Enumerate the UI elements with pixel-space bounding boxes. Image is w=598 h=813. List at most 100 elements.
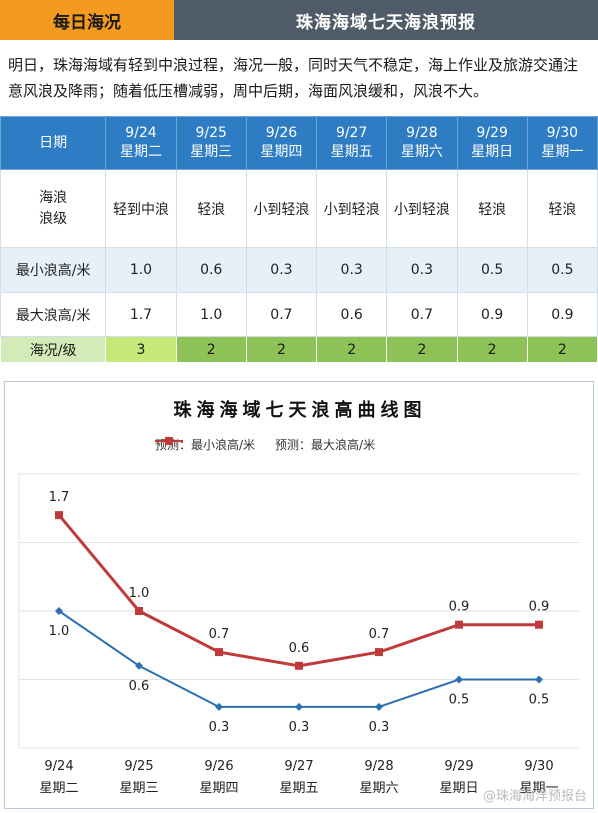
- x-tick-sublabel: 星期四: [199, 781, 238, 796]
- min-height-cell: 0.3: [245, 247, 318, 293]
- weekday-label: 星期日: [471, 144, 514, 160]
- date-label: 9/29: [476, 125, 508, 141]
- sea-state-cell: 2: [175, 336, 247, 363]
- x-tick-sublabel: 星期一: [519, 781, 558, 796]
- chart-legend: 预测：最小浪高/米 预测：最大浪高/米: [155, 436, 375, 453]
- date-cell: 9/24 星期二: [105, 116, 177, 170]
- date-cell: 9/27 星期五: [316, 116, 388, 170]
- sea-state-cell: 2: [316, 336, 388, 363]
- max-height-cell: 1.7: [105, 292, 177, 337]
- date-cell: 9/25 星期三: [175, 116, 247, 170]
- chart-plot-area: 1.0 0.6 0.3 0.3 0.3 0.5 0.5 1.7 1.0 0.7 0.6 0.7 0.9 0…: [18, 473, 579, 796]
- date-cell: 9/26 星期四: [245, 116, 318, 170]
- min-height-row: 最小浪高/米 1.0 0.6 0.3 0.3 0.3 0.5 0.5: [0, 247, 598, 293]
- x-tick-sublabel: 星期三: [119, 781, 158, 796]
- sea-state-cell: 3: [105, 336, 177, 363]
- date-label: 9/26: [265, 125, 298, 141]
- date-label: 9/30: [546, 125, 579, 141]
- max-height-point: [55, 511, 63, 520]
- max-value-label: 1.7: [49, 490, 70, 505]
- wave-level-cell: 小到轻浪: [316, 169, 388, 248]
- max-height-cell: 0.7: [386, 292, 458, 337]
- max-height-point: [135, 607, 143, 615]
- wave-level-cell: 轻浪: [526, 169, 598, 248]
- sea-state-cell: 2: [456, 336, 528, 363]
- wave-level-label: 海浪 浪级: [0, 169, 107, 248]
- min-height-cell: 0.3: [316, 247, 388, 293]
- date-cell: 9/29 星期日: [456, 116, 528, 170]
- weekday-label: 星期一: [541, 144, 584, 160]
- sea-state-cell: 2: [245, 336, 318, 363]
- wave-level-row: 海浪 浪级 轻到中浪 轻浪 小到轻浪 小到轻浪 小到轻浪 轻浪 轻浪: [0, 169, 598, 248]
- x-tick-label: 9/28: [364, 759, 393, 774]
- weekday-label: 星期三: [190, 144, 233, 160]
- header-bar: 每日海况 珠海海域七天海浪预报: [0, 0, 598, 40]
- x-tick-label: 9/29: [444, 759, 473, 774]
- legend-label: 预测：最大浪高/米: [275, 438, 376, 452]
- max-value-label: 0.7: [369, 627, 390, 642]
- sea-state-label: 海况/级: [0, 336, 107, 363]
- max-height-point: [535, 620, 543, 629]
- min-height-cell: 0.5: [526, 247, 598, 293]
- min-value-label: 0.3: [369, 720, 390, 735]
- min-height-point: [135, 661, 143, 670]
- max-value-label: 0.9: [529, 600, 550, 615]
- x-tick-label: 9/24: [44, 759, 73, 774]
- min-value-label: 1.0: [49, 624, 70, 639]
- max-height-point: [375, 648, 383, 657]
- min-height-cell: 0.3: [386, 247, 458, 293]
- min-value-label: 0.5: [449, 693, 470, 708]
- legend-item: 预测：最大浪高/米: [155, 436, 376, 453]
- sea-state-row: 海况/级 3 2 2 2 2 2 2: [0, 336, 598, 363]
- x-tick-sublabel: 星期二: [39, 781, 78, 796]
- x-tick-label: 9/25: [124, 759, 153, 774]
- date-label: 9/24: [125, 125, 157, 141]
- x-tick-label: 9/30: [524, 759, 553, 774]
- min-height-point: [55, 607, 63, 615]
- sea-state-cell: 2: [386, 336, 458, 363]
- min-height-point: [535, 675, 543, 684]
- max-value-label: 0.7: [209, 627, 230, 642]
- wave-level-cell: 小到轻浪: [386, 169, 458, 248]
- max-height-row: 最大浪高/米 1.7 1.0 0.7 0.6 0.7 0.9 0.9: [0, 292, 598, 337]
- min-value-label: 0.3: [209, 720, 230, 735]
- x-tick-sublabel: 星期五: [279, 781, 318, 796]
- table-header-row: 日期 9/24 星期二 9/25 星期三 9/26 星期四 9/27 星期五 9/28 星期六 9/2…: [0, 116, 598, 170]
- x-tick-sublabel: 星期六: [359, 781, 398, 796]
- legend-square-icon: [155, 437, 183, 445]
- wave-height-chart: 珠海海域七天浪高曲线图 预测：最小浪高/米 预测：最大浪高/米 1.0 0.6 0.3…: [4, 381, 594, 809]
- date-label: 9/27: [335, 125, 368, 141]
- max-value-label: 0.9: [449, 600, 470, 615]
- chart-title: 珠海海域七天浪高曲线图: [173, 400, 427, 421]
- weekday-label: 星期五: [330, 144, 373, 160]
- wave-level-cell: 小到轻浪: [245, 169, 318, 248]
- forecast-table: 日期 9/24 星期二 9/25 星期三 9/26 星期四 9/27 星期五 9/28 星期六 9/2…: [0, 116, 598, 363]
- x-tick-label: 9/26: [204, 759, 233, 774]
- max-height-cell: 0.6: [316, 292, 388, 337]
- max-height-cell: 0.9: [526, 292, 598, 337]
- date-cell: 9/30 星期一: [526, 116, 598, 170]
- forecast-summary: 明日，珠海海域有轻到中浪过程，海况一般，同时天气不稳定，海上作业及旅游交通注意风…: [8, 56, 579, 100]
- wave-level-cell: 轻到中浪: [105, 169, 177, 248]
- watermark: @珠海海洋预报台: [482, 789, 587, 804]
- date-header: 日期: [0, 116, 107, 170]
- wave-level-cell: 轻浪: [175, 169, 247, 248]
- min-value-label: 0.6: [129, 679, 150, 694]
- max-value-label: 1.0: [129, 586, 150, 601]
- max-height-cell: 0.9: [456, 292, 528, 337]
- max-height-point: [455, 620, 463, 629]
- x-tick-sublabel: 星期日: [439, 781, 478, 796]
- wave-level-label-line2: 浪级: [39, 210, 68, 227]
- min-height-cell: 0.6: [175, 247, 247, 293]
- min-height-point: [455, 675, 463, 684]
- min-value-label: 0.5: [529, 693, 550, 708]
- max-value-label: 0.6: [289, 641, 310, 656]
- date-cell: 9/28 星期六: [386, 116, 458, 170]
- wave-level-cell: 轻浪: [456, 169, 528, 248]
- date-label: 9/25: [195, 125, 227, 141]
- daily-sea-state-title: 每日海况: [0, 0, 174, 40]
- x-tick-label: 9/27: [284, 759, 313, 774]
- weekday-label: 星期二: [119, 144, 162, 160]
- min-height-point: [215, 702, 223, 711]
- forecast-title: 珠海海域七天海浪预报: [174, 0, 598, 40]
